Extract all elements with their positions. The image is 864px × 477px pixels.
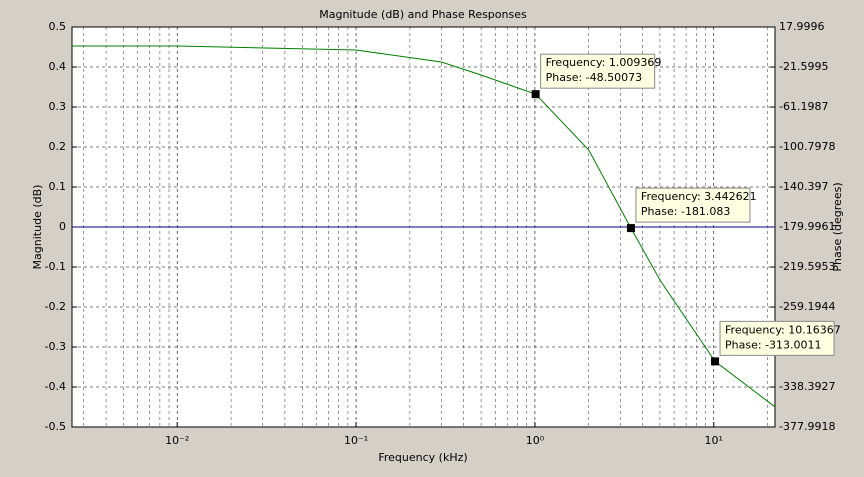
- y2-tick-label: -61.1987: [779, 100, 828, 113]
- y-tick-label: 0.5: [49, 20, 67, 33]
- datatip-frequency: Frequency: 1.009369: [546, 56, 662, 69]
- y-tick-label: -0.5: [45, 420, 66, 433]
- y-tick-label: -0.3: [45, 340, 66, 353]
- y-tick-label: 0: [59, 220, 66, 233]
- x-tick-label: 10⁻¹: [344, 434, 368, 447]
- datatip-frequency: Frequency: 10.16367: [725, 323, 841, 336]
- x-axis-label: Frequency (kHz): [378, 451, 467, 464]
- y2-tick-label: -100.7978: [779, 140, 835, 153]
- y-axis-label: Magnitude (dB): [31, 185, 44, 270]
- y2-tick-label: -179.9961: [779, 220, 835, 233]
- datatip-marker: [531, 90, 540, 99]
- datatip-box: [635, 187, 751, 223]
- y-tick-label: -0.2: [45, 300, 66, 313]
- y-tick-label: 0.1: [49, 180, 67, 193]
- datatip-box: [719, 320, 835, 356]
- y2-tick-label: 17.9996: [779, 20, 825, 33]
- chart-title: Magnitude (dB) and Phase Responses: [319, 8, 527, 21]
- datatip-phase: Phase: -48.50073: [546, 71, 643, 84]
- y-tick-label: -0.4: [45, 380, 66, 393]
- y2-tick-label: -338.3927: [779, 380, 835, 393]
- y2-axis-label: Phase (degrees): [831, 182, 844, 271]
- x-tick-label: 10⁰: [526, 434, 545, 447]
- x-tick-label: 10⁻²: [165, 434, 189, 447]
- x-tick-label: 10¹: [705, 434, 723, 447]
- datatip-marker: [711, 357, 720, 366]
- y2-tick-label: -219.5953: [779, 260, 835, 273]
- datatip-box: [540, 53, 656, 89]
- datatip-frequency: Frequency: 3.442621: [641, 190, 757, 203]
- y-tick-label: 0.2: [49, 140, 67, 153]
- y2-tick-label: -377.9918: [779, 420, 835, 433]
- datatip-marker: [626, 224, 635, 233]
- y2-tick-label: -140.397: [779, 180, 828, 193]
- datatip-phase: Phase: -181.083: [641, 205, 731, 218]
- y2-tick-label: -259.1944: [779, 300, 835, 313]
- y-tick-label: -0.1: [45, 260, 66, 273]
- y-tick-label: 0.3: [49, 100, 67, 113]
- y-tick-label: 0.4: [49, 60, 67, 73]
- y2-tick-label: -21.5995: [779, 60, 828, 73]
- datatip-phase: Phase: -313.0011: [725, 338, 822, 351]
